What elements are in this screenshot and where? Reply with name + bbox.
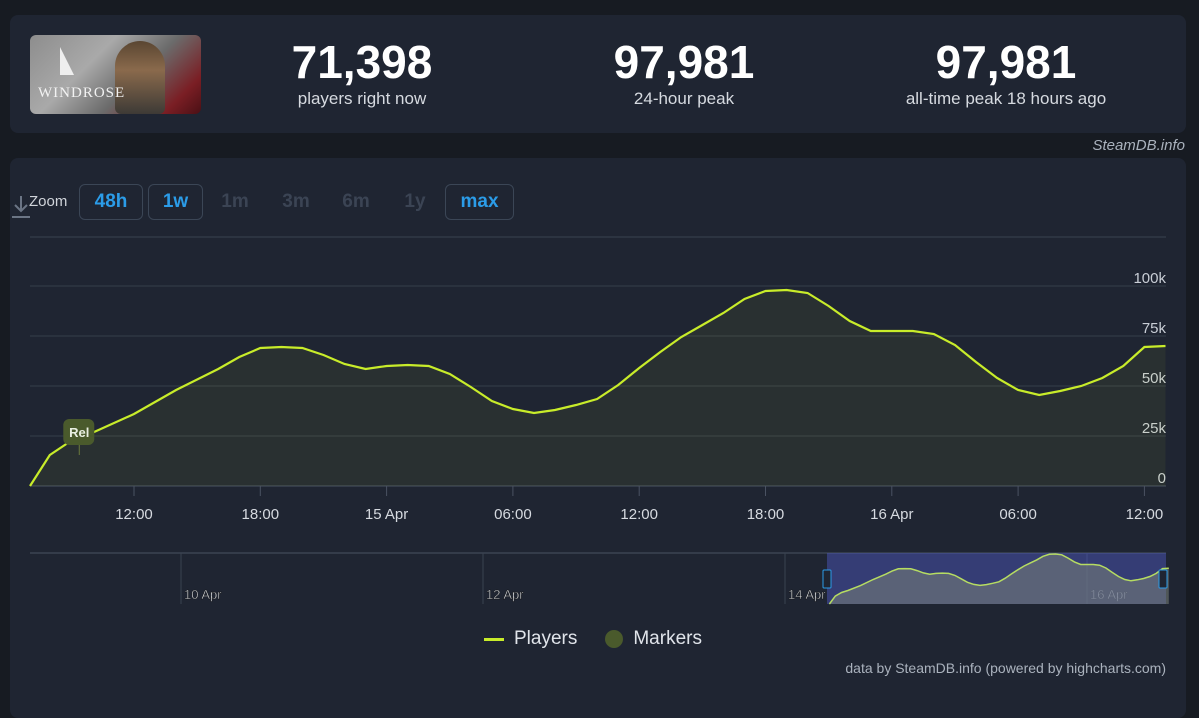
stat-label: all-time peak 18 hours ago [905, 89, 1107, 108]
stat-value: 97,981 [613, 36, 755, 88]
current-players-stat: 71,398 players right now [212, 37, 512, 109]
sail-logo-icon [60, 47, 74, 75]
stat-label: players right now [297, 89, 427, 108]
navigator-line [828, 553, 1169, 605]
zoom-48h-button[interactable]: 48h [79, 184, 143, 220]
y-tick-label: 0 [1158, 470, 1166, 487]
stats-card: WINDROSE 71,398 players right now 97,981… [10, 15, 1186, 133]
zoom-label: Zoom [29, 193, 68, 210]
steamdb-credit[interactable]: SteamDB.info [1092, 137, 1185, 154]
navigator-tick-label: 10 Apr [184, 587, 222, 602]
release-marker-label: Rel [69, 425, 89, 440]
x-tick-label: 12:00 [620, 506, 658, 523]
navigator-tick-label: 12 Apr [486, 587, 524, 602]
y-tick-label: 100k [1133, 270, 1166, 287]
navigator-left-handle[interactable] [822, 569, 832, 589]
x-tick-label: 18:00 [242, 506, 280, 523]
24h-peak-stat: 97,981 24-hour peak [534, 37, 834, 109]
players-area [30, 290, 1166, 486]
x-tick-label: 06:00 [999, 506, 1037, 523]
zoom-3m-button[interactable]: 3m [282, 191, 310, 212]
highcharts-credit[interactable]: data by SteamDB.info (powered by highcha… [845, 660, 1166, 676]
x-tick-label: 18:00 [747, 506, 785, 523]
x-tick-label: 12:00 [1126, 506, 1164, 523]
zoom-1y-button[interactable]: 1y [404, 191, 426, 212]
player-chart: 0 25k 50k 75k 100k 12:00 18:00 15 Apr 06:00 12:00… [29, 236, 1169, 605]
legend-players[interactable]: Players [514, 628, 578, 649]
x-tick-label: 16 Apr [870, 506, 913, 523]
markers-dot-icon [605, 630, 624, 648]
release-marker [63, 419, 95, 445]
stat-value: 71,398 [291, 36, 433, 88]
y-tick-label: 25k [1142, 420, 1167, 437]
navigator-right-handle[interactable] [1158, 569, 1168, 589]
navigator-area [829, 554, 1169, 604]
game-logo-text: WINDROSE [38, 85, 126, 101]
x-tick-label: 06:00 [494, 506, 532, 523]
chart-card: Zoom 48h 1w 1m 3m 6m 1y max Players Mark… [10, 158, 1186, 718]
players-line [29, 288, 1166, 487]
download-icon[interactable] [10, 194, 32, 220]
chart-legend: Players Markers [484, 628, 702, 650]
zoom-max-button[interactable]: max [445, 184, 514, 220]
game-thumbnail[interactable]: WINDROSE [30, 35, 201, 114]
zoom-6m-button[interactable]: 6m [342, 191, 370, 212]
zoom-1w-button[interactable]: 1w [148, 184, 203, 220]
pirate-figure [115, 41, 165, 114]
y-tick-label: 75k [1142, 320, 1167, 337]
legend-markers[interactable]: Markers [633, 628, 702, 649]
stat-value: 97,981 [935, 36, 1077, 88]
stat-label: 24-hour peak [633, 89, 735, 108]
x-tick-label: 12:00 [115, 506, 153, 523]
zoom-1m-button[interactable]: 1m [221, 191, 249, 212]
navigator-tick-label: 14 Apr [788, 587, 826, 602]
x-tick-label: 15 Apr [365, 506, 408, 523]
y-tick-label: 50k [1142, 370, 1167, 387]
players-line-icon [484, 637, 504, 641]
all-time-peak-stat: 97,981 all-time peak 18 hours ago [856, 37, 1156, 109]
